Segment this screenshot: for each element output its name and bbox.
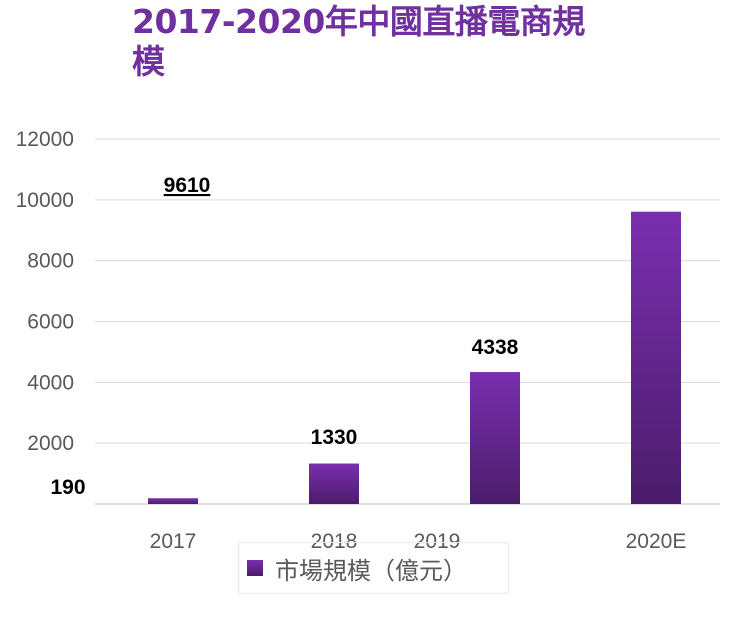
x-tick-label: 2018 [311,530,358,553]
bar-2018 [309,463,359,504]
y-tick-label: 12000 [16,128,74,151]
y-tick-label: 6000 [27,311,74,334]
bar-2017 [148,498,198,504]
legend-label: 市場規模（億元） [275,556,467,585]
bar-2019 [470,372,520,504]
legend-swatch [247,560,263,576]
legend: 市場規模（億元） [238,542,509,594]
data-label: 190 [50,476,85,499]
bar-2020E [631,211,681,504]
data-label: 9610 [164,174,211,197]
y-tick-label: 10000 [16,189,74,212]
chart-title: 2017-2020年中國直播電商規模 [132,2,585,81]
x-tick-label: 2019 [414,530,461,553]
data-label: 4338 [472,336,519,359]
y-tick-label: 4000 [27,371,74,394]
y-tick-label: 8000 [27,250,74,273]
x-tick-label: 2017 [150,530,197,553]
x-tick-label: 2020E [626,530,687,553]
y-tick-label: 2000 [27,432,74,455]
data-label: 1330 [311,426,358,449]
